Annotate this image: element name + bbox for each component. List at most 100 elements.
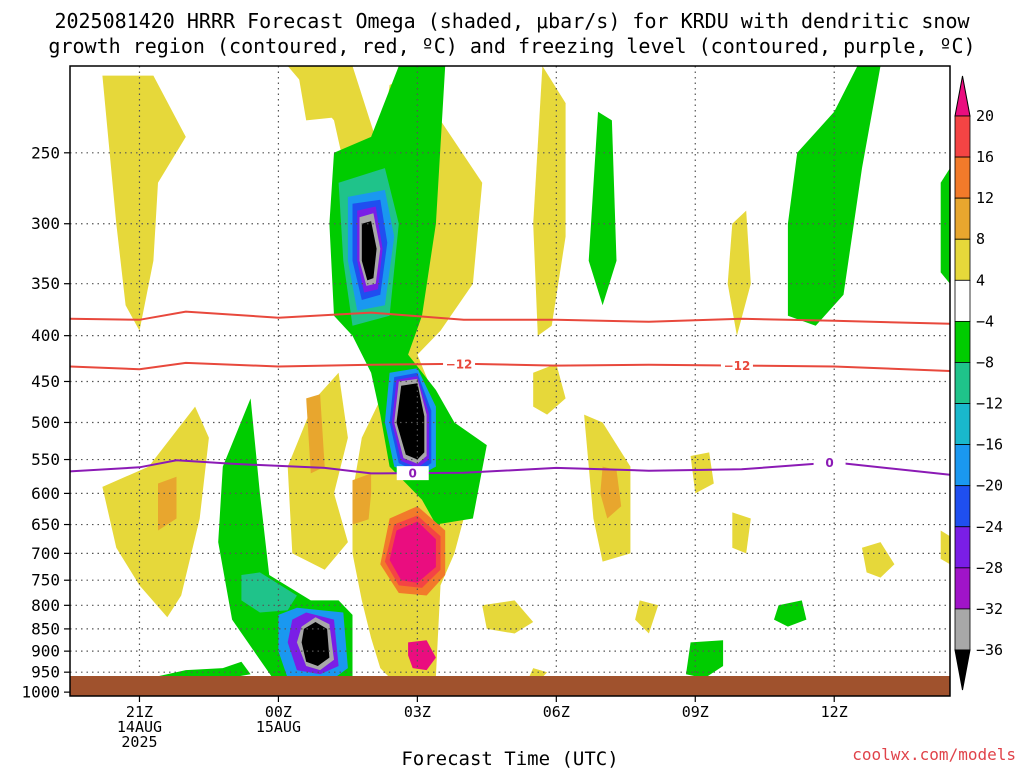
colorbar-segment — [954, 608, 971, 651]
colorbar-tick-label: −16 — [976, 436, 1003, 454]
y-axis: 250 300 350 400 450 500 550 600 650 700 750 800 850 9… — [21, 143, 70, 702]
colorbar-tick-label: 12 — [976, 189, 994, 207]
omega-region-32 — [408, 640, 436, 671]
omega-region-44 — [727, 210, 751, 336]
omega-region-27 — [352, 473, 372, 525]
colorbar-segment — [954, 526, 971, 569]
omega-region-40 — [635, 600, 659, 634]
omega-region-9 — [241, 572, 297, 613]
colorbar-tick-label: 4 — [976, 271, 985, 289]
y-tick-label: 600 — [31, 484, 60, 503]
colorbar-segment — [954, 444, 971, 487]
omega-region-7 — [306, 394, 325, 474]
y-tick-label: 550 — [31, 450, 60, 469]
y-tick-label: 400 — [31, 326, 60, 345]
omega-region-43 — [732, 512, 751, 554]
y-tick-label: 700 — [31, 544, 60, 563]
colorbar-tick-label: 8 — [976, 230, 985, 248]
omega-region-39 — [588, 111, 617, 306]
isotherm-line-0 — [70, 310, 950, 325]
y-tick-label: 800 — [31, 596, 60, 615]
colorbar-tick-label: −12 — [976, 395, 1003, 413]
omega-region-49 — [940, 168, 950, 284]
x-axis-label: Forecast Time (UTC) — [401, 748, 618, 768]
colorbar-tick-label: −28 — [976, 559, 1003, 577]
colorbar-segment — [954, 567, 971, 610]
omega-region-33 — [533, 66, 566, 336]
y-tick-label: 350 — [31, 274, 60, 293]
omega-region-0 — [102, 75, 186, 331]
omega-shading — [102, 66, 950, 687]
x-tick-label: 2025 — [121, 733, 157, 751]
omega-region-6 — [287, 372, 348, 570]
omega-region-45 — [774, 600, 807, 627]
x-tick-label: 03Z — [404, 703, 431, 721]
isotherm-contours: −12 −12 0 0 — [70, 310, 950, 481]
isotherm-label: −12 — [446, 357, 473, 371]
x-tick-label: 12Z — [821, 703, 848, 721]
colorbar: 20 16 12 8 4 −4 −8 −12 −16 −20 −24 −28 −32 −36 — [954, 75, 1003, 691]
colorbar-segment — [954, 485, 971, 528]
omega-region-47 — [862, 542, 895, 578]
y-tick-label: 500 — [31, 413, 60, 432]
colorbar-tick-label: −20 — [976, 477, 1003, 495]
y-tick-label: 650 — [31, 515, 60, 534]
y-tick-label: 900 — [31, 642, 60, 661]
colorbar-segment — [954, 115, 971, 158]
credit-link[interactable]: coolwx.com/models — [852, 745, 1016, 764]
chart-title-line1: 2025081420 HRRR Forecast Omega (shaded, … — [54, 9, 970, 33]
omega-region-2 — [158, 476, 177, 531]
colorbar-under-triangle — [954, 649, 971, 691]
isotherm-label-bg — [396, 466, 429, 481]
ground-surface — [70, 676, 950, 696]
colorbar-segment — [954, 362, 971, 404]
x-tick-label: 06Z — [543, 703, 570, 721]
y-tick-label: 850 — [31, 619, 60, 638]
omega-region-21 — [361, 221, 377, 281]
colorbar-segment — [954, 320, 971, 363]
colorbar-tick-label: −4 — [976, 312, 994, 330]
grid-lines — [70, 66, 950, 696]
x-tick-label: 00Z — [265, 703, 292, 721]
omega-region-31 — [389, 521, 436, 583]
colorbar-segment — [954, 279, 971, 322]
y-tick-label: 450 — [31, 372, 60, 391]
colorbar-over-triangle — [954, 75, 971, 117]
colorbar-tick-label: −36 — [976, 641, 1003, 659]
omega-region-35 — [482, 600, 534, 634]
x-tick-label: 15AUG — [256, 718, 301, 736]
omega-region-13 — [301, 622, 330, 666]
colorbar-tick-label: −32 — [976, 600, 1003, 618]
x-tick-label: 09Z — [682, 703, 709, 721]
y-tick-label: 1000 — [21, 683, 60, 702]
isotherm-label-bg — [443, 356, 476, 371]
plot-area: −12 −12 0 0 — [70, 66, 950, 696]
y-tick-label: 750 — [31, 571, 60, 590]
omega-region-42 — [690, 452, 714, 494]
chart-title-line2: growth region (contoured, red, ºC) and f… — [48, 34, 975, 58]
omega-region-48 — [940, 530, 950, 565]
colorbar-tick-label: −24 — [976, 518, 1003, 536]
colorbar-segment — [954, 403, 971, 446]
colorbar-tick-label: 20 — [976, 107, 994, 125]
x-tick-label: 21Z — [126, 703, 153, 721]
y-tick-label: 300 — [31, 214, 60, 233]
y-tick-label: 250 — [31, 143, 60, 162]
x-tick-label: 14AUG — [117, 718, 162, 736]
omega-region-34 — [533, 363, 566, 415]
isotherm-label: 0 — [825, 456, 833, 470]
colorbar-tick-label: −8 — [976, 353, 994, 371]
colorbar-segment — [954, 197, 971, 240]
isotherm-label: 0 — [409, 467, 417, 481]
omega-region-46 — [787, 66, 881, 326]
isotherm-label-bg — [720, 358, 753, 373]
colorbar-segment — [954, 156, 971, 199]
colorbar-tick-label: 16 — [976, 148, 994, 166]
y-tick-label: 950 — [31, 663, 60, 682]
isotherm-label: −12 — [724, 359, 751, 373]
omega-region-3 — [158, 661, 251, 679]
omega-region-1 — [102, 406, 209, 618]
isotherm-label-bg — [813, 455, 846, 470]
